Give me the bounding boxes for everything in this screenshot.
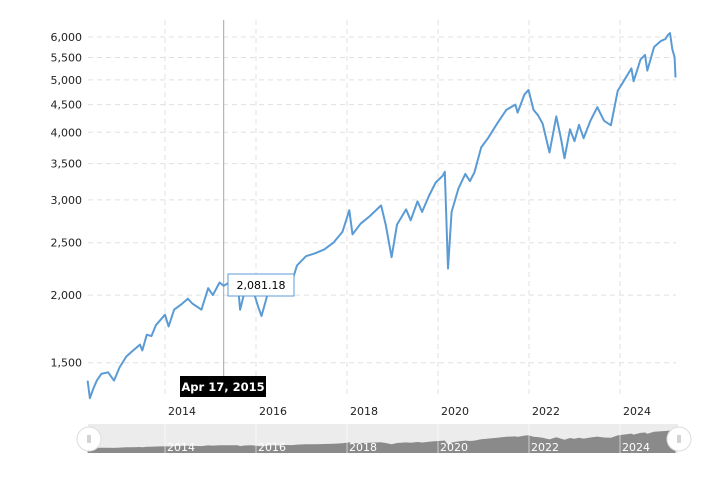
y-axis: 1,500 2,000 2,500 3,000 3,500 4,000 4,500 5,000… <box>51 31 83 370</box>
y-tick-label: 5,000 <box>51 74 83 87</box>
navigator-tick-label: 2020 <box>440 441 468 454</box>
y-tick-label: 4,500 <box>51 99 83 112</box>
grip-icon <box>87 435 91 443</box>
navigator-left-handle[interactable] <box>76 426 102 452</box>
y-tick-label: 2,000 <box>51 289 83 302</box>
series-line[interactable] <box>86 32 677 400</box>
navigator-tick-label: 2016 <box>258 441 286 454</box>
value-tooltip: 2,081.18 <box>227 273 295 297</box>
x-tick-label: 2024 <box>623 405 651 418</box>
navigator[interactable]: 2014 2016 2018 2020 2022 2024 <box>76 424 692 454</box>
x-tick-label: 2014 <box>168 405 196 418</box>
x-tick-label: 2022 <box>532 405 560 418</box>
x-tick-label: 2020 <box>441 405 469 418</box>
y-tick-label: 3,500 <box>51 158 83 171</box>
date-tooltip: Apr 17, 2015 <box>180 376 266 397</box>
navigator-ticks: 2014 2016 2018 2020 2022 2024 <box>164 424 650 454</box>
navigator-tick-label: 2018 <box>349 441 377 454</box>
grid <box>88 20 676 398</box>
y-tick-label: 2,500 <box>51 237 83 250</box>
date-tooltip-text: Apr 17, 2015 <box>181 380 264 394</box>
x-axis: 2014 2016 2018 2020 2022 2024 <box>168 405 651 418</box>
navigator-tick-label: 2022 <box>531 441 559 454</box>
x-tick-label: 2018 <box>350 405 378 418</box>
navigator-tick-label: 2014 <box>167 441 195 454</box>
y-tick-label: 1,500 <box>51 357 83 370</box>
y-tick-label: 5,500 <box>51 51 83 64</box>
x-tick-label: 2016 <box>259 405 287 418</box>
navigator-tick-label: 2024 <box>622 441 650 454</box>
y-tick-label: 6,000 <box>51 31 83 44</box>
y-tick-label: 4,000 <box>51 126 83 139</box>
navigator-right-handle[interactable] <box>666 426 692 452</box>
value-tooltip-text: 2,081.18 <box>237 279 286 292</box>
y-tick-label: 3,000 <box>51 194 83 207</box>
grip-icon <box>677 435 681 443</box>
